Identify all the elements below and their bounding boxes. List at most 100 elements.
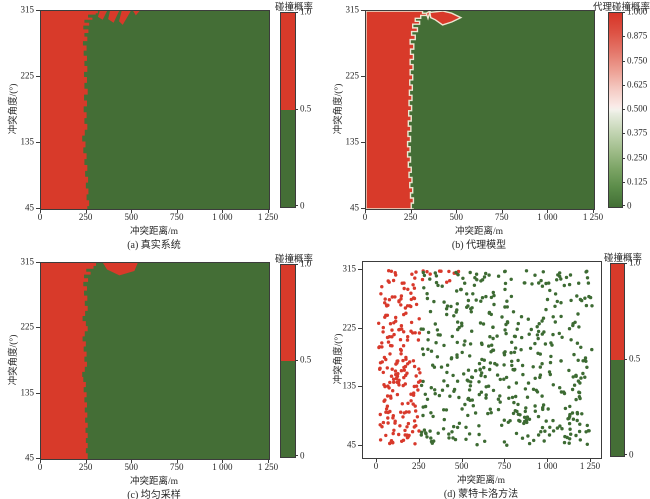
- colorbar-tick-mark: [622, 84, 625, 86]
- colorbar-tick-label: 0.250: [627, 152, 648, 162]
- y-tick-mark: [361, 142, 365, 143]
- colorbar-tick-mark: [622, 60, 625, 62]
- x-tick-mark: [593, 210, 594, 213]
- colorbar-title: 碰撞概率: [274, 3, 313, 13]
- y-axis-label: 冲突角度/(°): [9, 83, 19, 135]
- x-tick-mark: [131, 210, 133, 213]
- y-tick-mark: [36, 262, 40, 263]
- subplot-caption: (d) 蒙特卡洛方法: [443, 489, 519, 499]
- red-collision-patch: [133, 11, 140, 16]
- colorbar-tick-label: 1.000: [627, 6, 648, 17]
- panel-monte-carlo: 冲突角度/(°) 冲突距离/m (d) 蒙特卡洛方法 碰撞概率 0 250 500 7…: [325, 249, 650, 499]
- y-tick-label: 45: [25, 452, 34, 463]
- colorbar-tick-label: 0: [629, 449, 634, 460]
- y-tick-label: 45: [350, 202, 359, 213]
- x-tick-mark: [547, 210, 549, 213]
- colorbar-tick-label: 0.5: [629, 353, 641, 364]
- y-tick-mark: [358, 269, 362, 270]
- red-collision-region: [41, 11, 98, 209]
- red-collision-region: [366, 11, 428, 209]
- x-tick-label: 750: [170, 462, 184, 472]
- y-axis-label: 冲突角度/(°): [9, 334, 19, 386]
- y-tick-label: 45: [25, 202, 34, 213]
- colorbar-tick-mark: [624, 454, 627, 455]
- y-tick-label: 315: [20, 4, 35, 15]
- scatter-group-red_top_band: [420, 269, 461, 284]
- heatmap-plot-uniform-sampling: [40, 262, 270, 460]
- colorbar: [280, 12, 296, 208]
- y-tick-label: 135: [20, 387, 35, 398]
- x-tick-mark: [365, 210, 366, 213]
- colorbar-tick-mark: [624, 359, 627, 360]
- x-tick-mark: [376, 459, 377, 462]
- y-tick-label: 225: [20, 321, 35, 332]
- x-tick-mark: [410, 210, 412, 213]
- x-tick-label: 500: [124, 212, 138, 222]
- colorbar-title: 代理碰撞概率: [592, 3, 650, 13]
- y-tick-mark: [36, 10, 40, 11]
- colorbar-tick-mark: [295, 109, 298, 110]
- colorbar-tick-mark: [622, 157, 625, 159]
- x-tick-label: 1 000: [537, 461, 558, 471]
- colorbar-tick-label: 0.5: [300, 103, 312, 114]
- x-tick-mark: [456, 210, 458, 213]
- colorbar-tick-mark: [295, 205, 298, 206]
- colorbar-tick-mark: [622, 205, 625, 206]
- x-tick-label: 0: [37, 462, 43, 472]
- red-collision-patch: [430, 11, 461, 25]
- colorbar-tick-label: 0.875: [627, 30, 648, 41]
- x-tick-mark: [85, 210, 87, 213]
- x-tick-label: 500: [454, 461, 469, 471]
- colorbar-tick-mark: [622, 181, 625, 183]
- scatter-plot-monte-carlo: [362, 261, 602, 459]
- colorbar: [280, 264, 296, 458]
- heatmap-surface: [366, 11, 594, 209]
- y-tick-mark: [36, 208, 40, 209]
- x-tick-mark: [40, 460, 41, 463]
- panel-surrogate-model: 冲突角度/(°) 冲突距离/m (b) 代理模型 代理碰撞概率 0 250 500 7…: [325, 0, 650, 251]
- y-tick-label: 315: [342, 263, 357, 274]
- panel-real-system: 冲突角度/(°) 冲突距离/m (a) 真实系统 碰撞概率 0 250 500 750…: [0, 0, 325, 251]
- x-tick-mark: [418, 459, 420, 462]
- y-tick-mark: [36, 327, 40, 329]
- y-tick-label: 225: [345, 70, 360, 81]
- x-tick-mark: [461, 459, 463, 462]
- x-tick-label: 1 000: [537, 212, 558, 222]
- colorbar-tick-mark: [622, 109, 625, 110]
- y-tick-label: 135: [342, 380, 357, 391]
- colorbar-tick-mark: [622, 133, 625, 135]
- colorbar-tick-label: 1.0: [300, 6, 312, 17]
- x-tick-label: 750: [497, 461, 512, 471]
- x-tick-label: 750: [495, 212, 509, 222]
- heatmap-surface: [41, 11, 140, 209]
- y-tick-mark: [36, 76, 40, 77]
- subplot-caption: (a) 真实系统: [127, 240, 181, 251]
- y-tick-mark: [361, 76, 365, 77]
- x-tick-label: 1 250: [257, 462, 279, 472]
- x-tick-label: 750: [170, 212, 184, 222]
- x-tick-label: 500: [449, 212, 463, 222]
- colorbar-tick-label: 0: [300, 450, 305, 461]
- colorbar-tick-label: 0.375: [627, 127, 648, 138]
- colorbar-tick-label: 0.625: [627, 79, 648, 90]
- colorbar-tick-label: 0.500: [627, 103, 648, 114]
- heatmap-plot-surrogate-model: [365, 10, 595, 210]
- y-tick-mark: [36, 458, 40, 459]
- x-axis-label: 冲突距离/m: [129, 477, 179, 487]
- x-tick-mark: [222, 460, 224, 463]
- red-collision-patch: [119, 11, 131, 25]
- x-tick-mark: [268, 460, 269, 463]
- heatmap-surface: [41, 263, 138, 459]
- colorbar-tick-mark: [622, 36, 625, 38]
- colorbar: [610, 263, 625, 457]
- subplot-caption: (b) 代理模型: [451, 240, 507, 251]
- colorbar: [608, 12, 623, 208]
- x-tick-label: 1 000: [212, 462, 233, 472]
- x-tick-mark: [268, 210, 269, 213]
- x-tick-mark: [176, 460, 178, 463]
- colorbar-tick-mark: [295, 12, 298, 13]
- x-tick-mark: [85, 460, 87, 463]
- y-tick-mark: [361, 208, 365, 209]
- x-tick-mark: [504, 459, 506, 462]
